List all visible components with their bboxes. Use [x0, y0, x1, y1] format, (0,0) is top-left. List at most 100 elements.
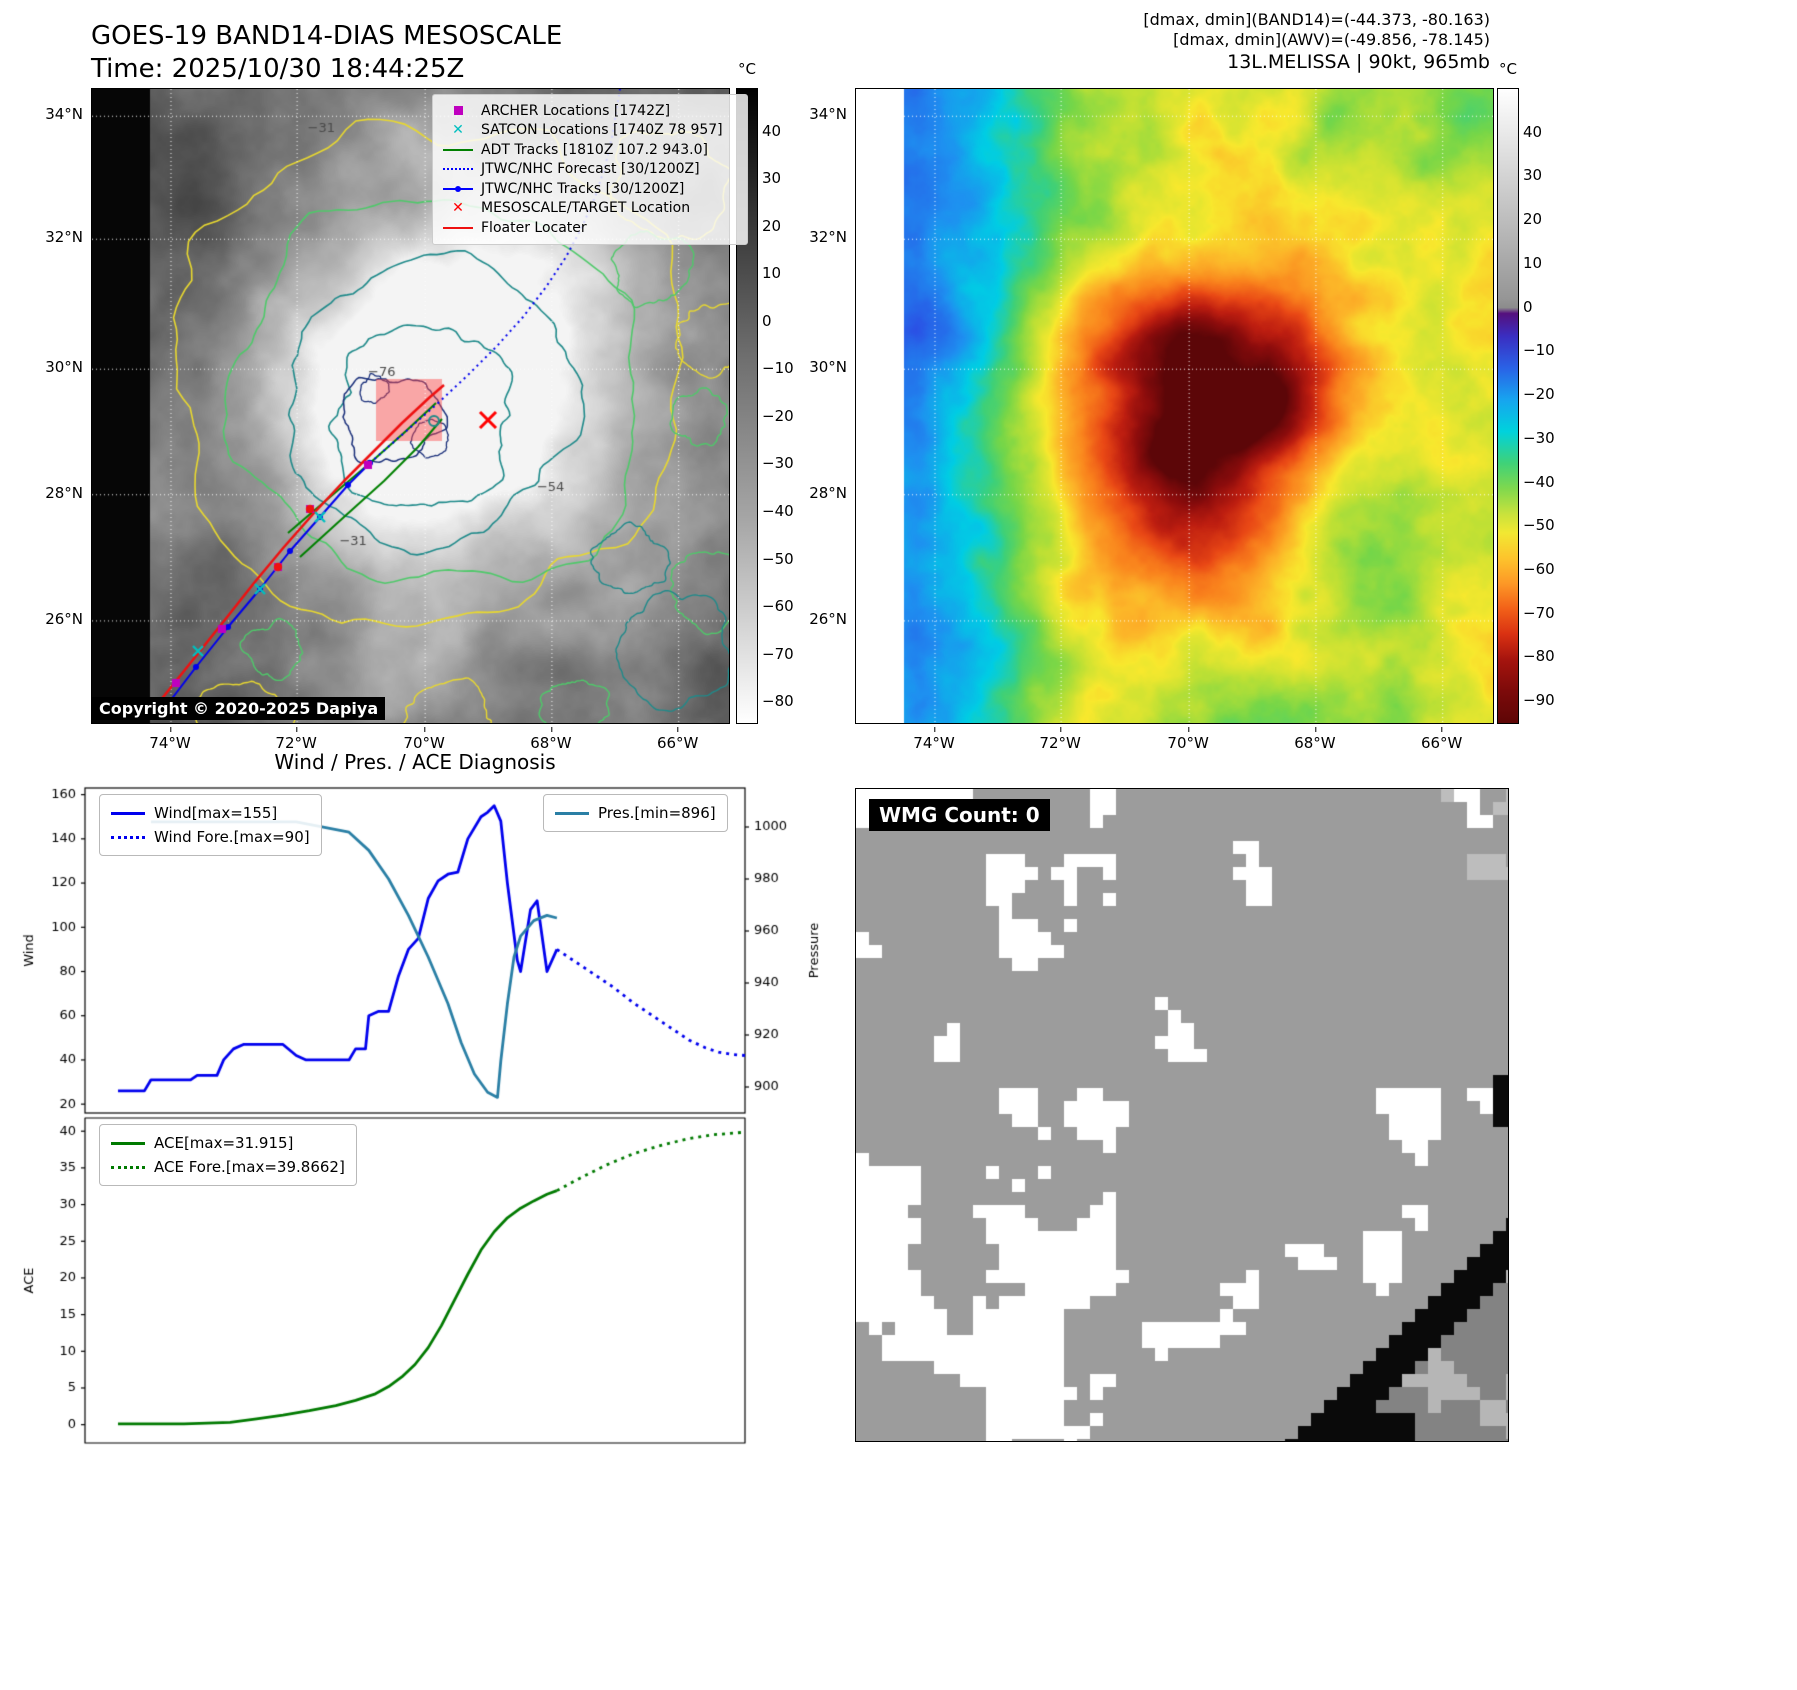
- legend-item: Pres.[min=896]: [555, 801, 716, 825]
- legend-item-label: Floater Locater: [481, 219, 587, 236]
- x-tick-label: 70°W: [1167, 727, 1209, 752]
- line-style-icon: [111, 835, 145, 839]
- x-tick-label: 74°W: [913, 727, 955, 752]
- legend-item-label: Wind Fore.[max=90]: [154, 828, 310, 846]
- copyright-badge: Copyright © 2020-2025 Dapiya: [92, 697, 386, 720]
- band14-title: GOES-19 BAND14-DIAS MESOSCALE: [91, 21, 563, 51]
- colorbar-tick-label: −40: [1523, 472, 1555, 491]
- band14-colorbar-ticks: 40 30 20 10 0 −10 −20 −30 −40 −50 −60 −70 −80: [762, 88, 806, 722]
- y-tick-label: 28°N: [45, 483, 83, 502]
- line-style-icon: [111, 1165, 145, 1169]
- legend-item: Floater Locater: [441, 218, 739, 238]
- y-tick-label: 26°N: [45, 609, 83, 628]
- y-tick-label: 30°N: [45, 358, 83, 377]
- band14-y-axis: 34°N 32°N 30°N 28°N 26°N: [33, 88, 83, 722]
- marker-swatch: ✕: [452, 122, 464, 139]
- archer-marker-icon: [441, 106, 475, 116]
- colorbar-tick-label: −80: [1523, 647, 1555, 666]
- legend-item-label: Pres.[min=896]: [598, 804, 716, 822]
- colorbar-tick-label: −70: [762, 644, 794, 663]
- legend-item: ✕ SATCON Locations [1740Z 78 957]: [441, 121, 739, 141]
- legend-item-label: ARCHER Locations [1742Z]: [481, 102, 671, 119]
- colorbar-tick-label: −30: [762, 454, 794, 473]
- x-marker-icon: ✕: [441, 201, 475, 215]
- legend-item-label: SATCON Locations [1740Z 78 957]: [481, 122, 723, 139]
- awv-y-axis: 34°N 32°N 30°N 28°N 26°N: [797, 88, 847, 722]
- y-tick-label: 34°N: [809, 105, 847, 124]
- marker-swatch: [443, 185, 473, 192]
- legend-item: JTWC/NHC Forecast [30/1200Z]: [441, 160, 739, 180]
- ace-legend: ACE[max=31.915] ACE Fore.[max=39.8662]: [99, 1124, 357, 1186]
- legend-item: ACE[max=31.915]: [111, 1131, 345, 1155]
- legend-item-label: JTWC/NHC Forecast [30/1200Z]: [481, 161, 700, 178]
- band14-time: Time: 2025/10/30 18:44:25Z: [91, 54, 465, 84]
- colorbar-tick-label: −40: [762, 501, 794, 520]
- wmg-mask-canvas: [856, 789, 1508, 1441]
- colorbar-tick-label: 30: [1523, 166, 1543, 185]
- band14-map-legend: ARCHER Locations [1742Z] ✕ SATCON Location…: [432, 94, 748, 245]
- wind-legend: Wind[max=155] Wind Fore.[max=90]: [99, 794, 322, 856]
- awv-satellite-canvas: [856, 89, 1493, 723]
- y-tick-label: 32°N: [45, 228, 83, 247]
- y-tick-label: 26°N: [809, 609, 847, 628]
- line-style-icon: [555, 811, 589, 815]
- legend-item-label: JTWC/NHC Tracks [30/1200Z]: [481, 180, 685, 197]
- line-style-icon: [111, 811, 145, 815]
- legend-item: Wind Fore.[max=90]: [111, 825, 310, 849]
- diagnosis-chart-canvas: [0, 740, 840, 1470]
- legend-item-label: Wind[max=155]: [154, 804, 278, 822]
- colorbar-tick-label: 20: [1523, 210, 1543, 229]
- colorbar-tick-label: −20: [1523, 385, 1555, 404]
- wmg-count-badge: WMG Count: 0: [869, 799, 1050, 831]
- x-tick-label: 68°W: [1294, 727, 1336, 752]
- colorbar-tick-label: −50: [762, 549, 794, 568]
- colorbar-tick-label: 40: [762, 121, 782, 140]
- y-tick-label: 28°N: [809, 483, 847, 502]
- marker-swatch: [443, 148, 473, 151]
- line-icon: [441, 148, 475, 151]
- legend-item-label: MESOSCALE/TARGET Location: [481, 200, 691, 217]
- wmg-panel: [855, 788, 1509, 1442]
- x-tick-label: 72°W: [1039, 727, 1081, 752]
- line-style-icon: [111, 1141, 145, 1145]
- legend-item: ADT Tracks [1810Z 107.2 943.0]: [441, 140, 739, 160]
- legend-item: ACE Fore.[max=39.8662]: [111, 1155, 345, 1179]
- legend-item: JTWC/NHC Tracks [30/1200Z]: [441, 179, 739, 199]
- marker-dot: [455, 185, 461, 192]
- legend-item: ARCHER Locations [1742Z]: [441, 101, 739, 121]
- awv-header-line1: [dmax, dmin](BAND14)=(-44.373, -80.163): [1143, 10, 1490, 29]
- y-tick-label: 34°N: [45, 105, 83, 124]
- colorbar-tick-label: 0: [1523, 297, 1533, 316]
- awv-colorbar: [1497, 88, 1519, 724]
- marker-swatch: ✕: [452, 200, 464, 217]
- marker-swatch: [443, 226, 473, 229]
- colorbar-tick-label: −60: [1523, 559, 1555, 578]
- colorbar-tick-label: −20: [762, 406, 794, 425]
- awv-header: [dmax, dmin](BAND14)=(-44.373, -80.163) …: [990, 10, 1490, 74]
- band14-colorbar-unit: °C: [738, 60, 756, 78]
- colorbar-tick-label: −90: [1523, 691, 1555, 710]
- pressure-legend: Pres.[min=896]: [543, 794, 728, 832]
- awv-map: [855, 88, 1494, 724]
- colorbar-tick-label: 10: [762, 264, 782, 283]
- colorbar-tick-label: −30: [1523, 428, 1555, 447]
- marker-swatch: [453, 106, 463, 116]
- colorbar-tick-label: 10: [1523, 253, 1543, 272]
- colorbar-tick-label: −10: [1523, 341, 1555, 360]
- colorbar-tick-label: −60: [762, 597, 794, 616]
- y-tick-label: 30°N: [809, 358, 847, 377]
- colorbar-tick-label: −10: [762, 359, 794, 378]
- legend-item-label: ACE Fore.[max=39.8662]: [154, 1158, 345, 1176]
- legend-item: Wind[max=155]: [111, 801, 310, 825]
- colorbar-tick-label: −80: [762, 692, 794, 711]
- x-tick-label: 66°W: [1420, 727, 1463, 752]
- marker-swatch: [443, 168, 473, 171]
- colorbar-tick-label: 30: [762, 169, 782, 188]
- legend-item-label: ACE[max=31.915]: [154, 1134, 294, 1152]
- awv-header-line2: [dmax, dmin](AWV)=(-49.856, -78.145): [1173, 30, 1490, 49]
- legend-item-label: ADT Tracks [1810Z 107.2 943.0]: [481, 141, 708, 158]
- dotted-line-icon: [441, 168, 475, 171]
- storm-id-label: 13L.MELISSA | 90kt, 965mb: [1227, 51, 1490, 73]
- y-tick-label: 32°N: [809, 228, 847, 247]
